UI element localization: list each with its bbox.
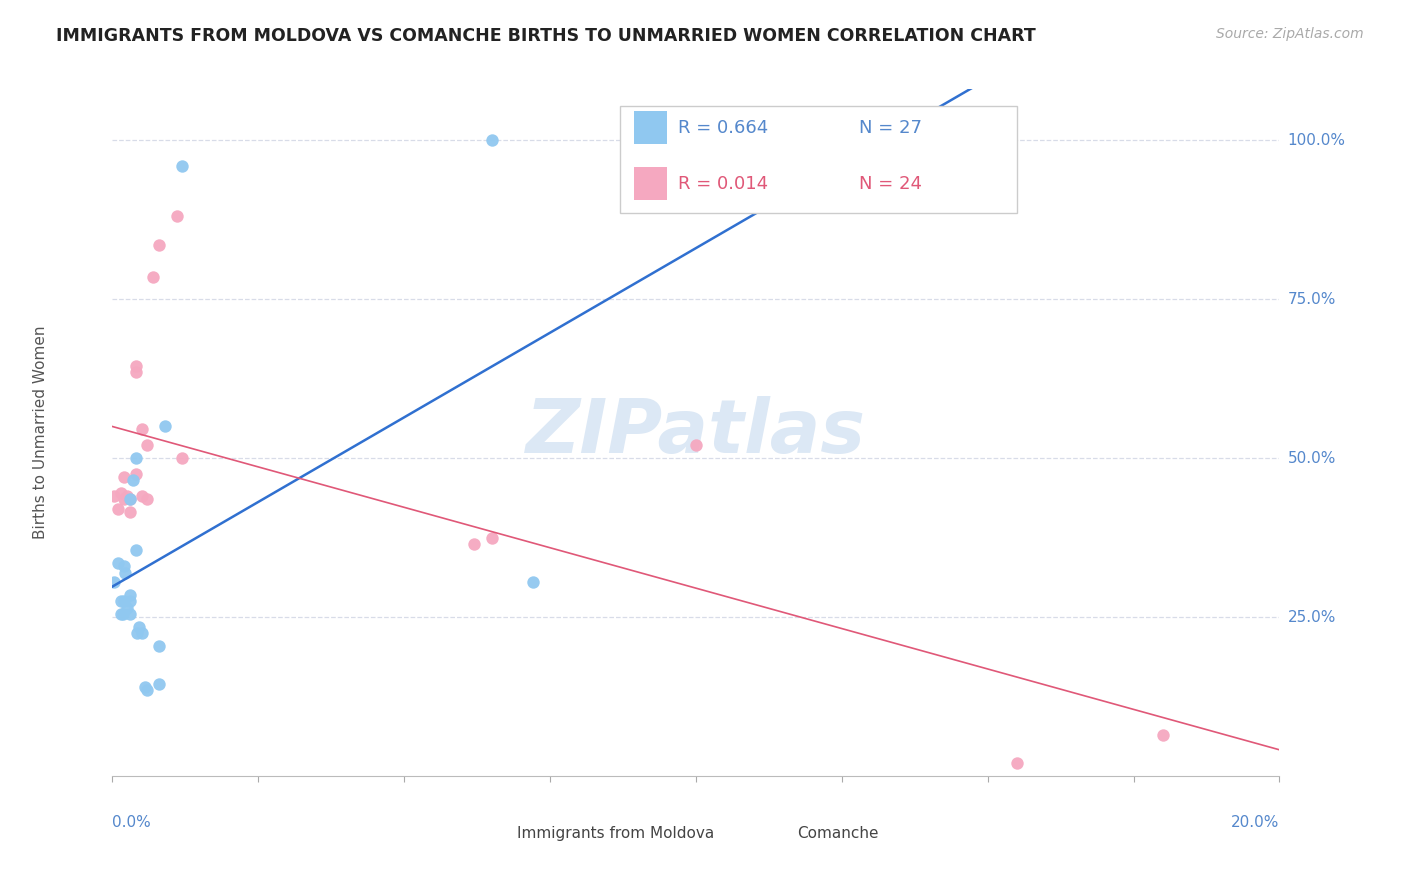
Point	[685, 438, 707, 452]
Text: 20.0%: 20.0%	[1232, 815, 1279, 830]
Text: N = 24: N = 24	[859, 175, 922, 193]
Text: Comanche: Comanche	[797, 826, 879, 840]
Point	[107, 502, 129, 516]
Point	[118, 588, 141, 602]
Point	[153, 419, 176, 434]
Text: IMMIGRANTS FROM MOLDOVA VS COMANCHE BIRTHS TO UNMARRIED WOMEN CORRELATION CHART: IMMIGRANTS FROM MOLDOVA VS COMANCHE BIRT…	[56, 27, 1036, 45]
Point	[118, 492, 141, 507]
Point	[134, 680, 156, 694]
Point	[125, 467, 148, 481]
Bar	[634, 112, 666, 145]
Text: ZIPatlas: ZIPatlas	[526, 396, 866, 469]
Point	[122, 473, 145, 487]
Point	[118, 607, 141, 621]
Point	[115, 489, 138, 503]
Point	[172, 451, 194, 466]
Point	[112, 470, 135, 484]
Text: 0.0%: 0.0%	[112, 815, 152, 830]
Point	[125, 451, 148, 466]
Point	[110, 607, 132, 621]
Point	[131, 489, 153, 503]
Point	[118, 492, 141, 507]
Text: 100.0%: 100.0%	[1288, 133, 1346, 147]
Bar	[486, 823, 512, 843]
Bar	[634, 168, 666, 201]
Point	[142, 269, 165, 284]
Point	[107, 556, 129, 570]
Bar	[766, 823, 792, 843]
Text: 75.0%: 75.0%	[1288, 292, 1336, 307]
Text: Immigrants from Moldova: Immigrants from Moldova	[517, 826, 714, 840]
Point	[125, 365, 148, 379]
Point	[522, 575, 544, 590]
Text: Births to Unmarried Women: Births to Unmarried Women	[32, 326, 48, 540]
Point	[112, 559, 135, 574]
Point	[103, 575, 125, 590]
Point	[118, 505, 141, 519]
Point	[136, 683, 159, 698]
Point	[110, 486, 132, 500]
Point	[172, 159, 194, 173]
Point	[111, 607, 134, 621]
Bar	[620, 106, 1017, 213]
Point	[114, 566, 136, 580]
Point	[118, 594, 141, 608]
Point	[103, 489, 125, 503]
Point	[1005, 756, 1028, 771]
Text: Source: ZipAtlas.com: Source: ZipAtlas.com	[1216, 27, 1364, 41]
Point	[166, 210, 188, 224]
Point	[148, 677, 170, 691]
Point	[125, 543, 148, 558]
Point	[125, 626, 148, 640]
Text: 50.0%: 50.0%	[1288, 450, 1336, 466]
Point	[481, 531, 503, 545]
Point	[128, 619, 150, 633]
Point	[110, 594, 132, 608]
Point	[131, 626, 153, 640]
Point	[125, 359, 148, 373]
Text: R = 0.014: R = 0.014	[679, 175, 769, 193]
Point	[112, 492, 135, 507]
Point	[115, 600, 138, 615]
Point	[1152, 728, 1174, 742]
Point	[148, 238, 170, 252]
Text: R = 0.664: R = 0.664	[679, 119, 769, 136]
Point	[481, 133, 503, 147]
Text: N = 27: N = 27	[859, 119, 922, 136]
Text: 25.0%: 25.0%	[1288, 609, 1336, 624]
Point	[463, 537, 485, 551]
Point	[136, 438, 159, 452]
Point	[131, 422, 153, 436]
Point	[148, 639, 170, 653]
Point	[112, 594, 135, 608]
Point	[136, 492, 159, 507]
